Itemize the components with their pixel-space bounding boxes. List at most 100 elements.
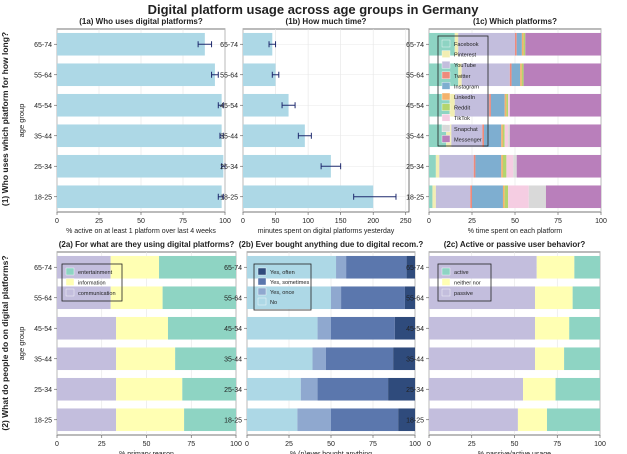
y-tick-label: 25-34 [34,164,52,171]
legend-swatch-snapchat [441,124,451,133]
x-tick-label: 25 [95,218,103,225]
bar-2c-18-25-active [546,408,600,432]
bar-1a-55-64 [57,63,215,87]
x-tick-label: 25 [468,441,476,448]
bar-1c-18-25-messenger [545,185,601,209]
legend-swatch-active [441,267,451,276]
panel-1c: (1c) Which platforms? 65-74 55-64 45-54 35-4… [406,17,607,235]
y-tick-label: 45-54 [34,326,52,333]
x-tick-label: 50 [511,441,519,448]
legend-label: communication [78,291,116,297]
bar-2a-18-25-information [116,408,185,432]
y-tick-label: 65-74 [224,265,242,272]
bar-2b-25-34-yes-sometimes [317,377,389,401]
bar-1c-18-25-tiktok [508,185,529,209]
bar-2c-45-54-neither-nor [535,316,570,340]
x-tick-label: 50 [143,441,151,448]
y-tick-label: 35-44 [406,133,424,140]
bar-2b-25-34-yes-once [300,377,318,401]
y-tick-label: 65-74 [34,42,52,49]
legend-swatch-pinterest [441,50,451,58]
bar-2b-35-44-yes-often [393,347,415,371]
x-tick-label: 50 [137,218,145,225]
bar-1a-25-34 [57,154,224,178]
bar-2c-35-44-neither-nor [535,347,565,371]
bar-2a-45-54-information [116,316,168,340]
bar-1c-45-54-linkedin [504,93,507,117]
legend-swatch-passive [441,288,451,297]
y-tick-label: 18-25 [224,417,242,424]
bar-1a-65-74 [57,32,205,56]
bar-2a-35-44-communication [57,347,117,371]
bar-2c-45-54-passive [429,316,536,340]
legend-label: information [78,281,106,287]
legend-label: No [270,300,277,306]
bar-2a-55-64-communication [57,286,111,310]
bar-2a-55-64-entertainment [162,286,236,310]
bar-1c-35-44-instagram [484,124,502,148]
bar-1c-25-34-tiktok [506,154,514,178]
panel-title-1c: (1c) Which platforms? [473,17,557,26]
x-tick-label: 200 [367,218,379,225]
legend-label: entertainment [78,270,113,276]
legend-label: Messenger [454,137,482,143]
legend-label: Snapchat [454,127,478,133]
y-tick-label: 35-44 [220,133,238,140]
y-tick-label: 35-44 [406,356,424,363]
y-tick-label: 18-25 [34,194,52,201]
bar-1c-35-44-tiktok [504,124,509,148]
bar-2b-45-54-yes-sometimes [331,316,395,340]
y-tick-label: 18-25 [220,194,238,201]
x-tick-label: 100 [219,218,231,225]
bar-1c-25-34-linkedin [501,154,503,178]
y-tick-label: 45-54 [224,326,242,333]
bar-2a-35-44-entertainment [175,347,236,371]
bar-2c-25-34-neither-nor [523,377,556,401]
legend-1c: Facebook Pinterest YouTube Twitter Instagram… [437,35,489,147]
bar-1c-25-34-snapchat [513,154,517,178]
bar-2c-55-64-active [572,286,600,310]
y-tick-label: 35-44 [224,356,242,363]
bar-1c-25-34-instagram [475,154,502,178]
y-tick-label: 45-54 [406,103,424,110]
bar-1a-18-25 [57,185,222,209]
y-tick-label: 65-74 [406,42,424,49]
bar-2a-65-74-entertainment [159,255,236,279]
legend-swatch-linkedin [441,92,451,101]
bar-2c-35-44-passive [429,347,536,371]
bar-2c-35-44-active [564,347,600,371]
bar-1c-18-25-youtube [435,185,471,209]
panel-2b: (2b) Ever bought anything due to digital… [224,240,423,454]
legend-label: Pinterest [454,53,477,59]
y-tick-label: 65-74 [406,265,424,272]
y-axis-label-1a: age group [17,104,26,138]
x-tick-label: 75 [554,218,562,225]
bar-1c-35-44-messenger [509,124,601,148]
bar-1c-55-64-reddit [521,63,524,87]
bar-1c-65-74-reddit [523,32,526,56]
bar-1c-65-74-youtube [458,32,515,56]
x-tick-label: 100 [230,441,242,448]
x-tick-label: 50 [511,218,519,225]
x-tick-label: 75 [553,441,561,448]
panel-title-1a: (1a) Who uses digital platforms? [79,17,203,26]
bar-1c-18-25-twitter [470,185,472,209]
bar-2a-45-54-entertainment [167,316,236,340]
y-tick-label: 55-64 [34,295,52,302]
bar-1c-55-64-twitter [509,63,512,87]
legend-swatch-neither_nor [441,278,451,286]
bar-2a-35-44-information [116,347,176,371]
bar-1a-45-54 [57,93,222,117]
legend-label: TikTok [454,116,470,122]
bar-2b-35-44-yes-sometimes [325,347,394,371]
x-tick-label: 250 [400,218,412,225]
bar-2c-65-74-active [574,255,600,279]
y-tick-label: 18-25 [34,417,52,424]
bar-1c-55-64-linkedin [520,63,522,87]
bar-2a-25-34-information [116,377,183,401]
legend-2c: active neither nor passive [437,263,492,302]
bar-2b-18-25-no [247,408,298,432]
bar-1c-45-54-reddit [506,93,509,117]
legend-label: LinkedIn [454,95,475,101]
legend-label: Yes, sometimes [270,280,309,286]
